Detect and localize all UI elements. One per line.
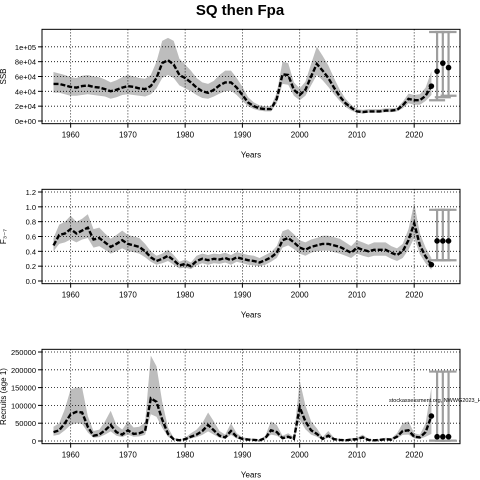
x-tick-label: 2010 — [348, 131, 366, 140]
panel-ssb: 1960 1970 1980 1990 2000 2010 2020 0e+00 2e+04 4e… — [0, 28, 461, 160]
y-tick-label: 0 — [32, 437, 36, 446]
x-tick-label: 1970 — [119, 451, 137, 460]
x-tick-label: 2020 — [405, 451, 423, 460]
y-tick-label: 6e+04 — [15, 73, 36, 82]
chart-title: SQ then Fpa — [195, 2, 285, 19]
y-axis-label: Recruits (age 1) — [0, 368, 8, 425]
forecast-point — [434, 238, 440, 244]
x-tick-label: 2010 — [348, 451, 366, 460]
y-tick-label: 2e+04 — [15, 102, 36, 111]
forecast-point — [445, 238, 452, 244]
x-tick-label: 1960 — [62, 451, 80, 460]
y-tick-label: 1.0 — [26, 203, 36, 212]
y-tick-label: 0.8 — [26, 218, 36, 227]
x-axis-label: Years — [241, 151, 261, 160]
y-axis-label: SSB — [0, 68, 8, 84]
y-tick-label: 0.4 — [26, 247, 36, 256]
estimate-last-point — [428, 413, 435, 419]
x-tick-label: 1990 — [234, 451, 252, 460]
x-tick-label: 1960 — [62, 131, 80, 140]
y-tick-label: 150000 — [11, 384, 36, 393]
y-tick-label: 8e+04 — [15, 58, 36, 67]
y-tick-label: 0.2 — [26, 262, 36, 271]
forecast-point — [445, 433, 452, 440]
x-tick-label: 1970 — [119, 131, 137, 140]
estimate-line — [53, 58, 433, 114]
forecast-point — [440, 238, 446, 244]
forecast-point — [434, 68, 440, 75]
y-tick-label: 4e+04 — [15, 87, 36, 96]
x-tick-label: 1980 — [176, 451, 194, 460]
x-axis-label: Years — [241, 471, 261, 480]
estimate-line — [52, 218, 433, 268]
y-tick-label: 1.2 — [26, 188, 36, 197]
x-tick-label: 2000 — [291, 291, 309, 300]
y-tick-label: 250000 — [11, 348, 36, 357]
plot-frame — [41, 348, 461, 445]
confidence-band — [53, 37, 432, 114]
x-tick-label: 1980 — [176, 291, 194, 300]
y-tick-label: 0e+00 — [15, 117, 36, 126]
y-tick-label: 100000 — [11, 401, 36, 410]
x-tick-label: 2000 — [291, 131, 309, 140]
x-tick-label: 1990 — [234, 291, 252, 300]
x-tick-label: 2010 — [348, 291, 366, 300]
x-tick-label: 1990 — [234, 131, 252, 140]
estimate-last-point — [428, 261, 435, 268]
x-axis-label: Years — [241, 311, 261, 320]
forecast-point — [440, 60, 446, 66]
watermark: stockassessment.org, NWWG2023_Ha — [389, 398, 480, 404]
x-tick-label: 1960 — [62, 291, 80, 300]
x-tick-label: 1970 — [119, 291, 137, 300]
forecast-point — [434, 433, 440, 440]
estimate-last-point — [428, 83, 435, 89]
x-tick-label: 2020 — [405, 291, 423, 300]
estimate-line — [53, 396, 433, 442]
y-tick-label: 0.6 — [26, 233, 36, 242]
x-tick-label: 2000 — [291, 451, 309, 460]
y-tick-label: 200000 — [11, 366, 36, 375]
y-tick-label: 50000 — [15, 419, 36, 428]
panel-recruits: 1960 1970 1980 1990 2000 2010 2020 0 50000 100000… — [0, 348, 480, 480]
x-tick-label: 2020 — [405, 131, 423, 140]
panel-fbar: 1960 1970 1980 1990 2000 2010 2020 0.0 0.2 0.4 0.6… — [0, 188, 461, 320]
y-tick-label: 0.0 — [26, 277, 36, 286]
y-tick-label: 1e+05 — [15, 43, 36, 52]
forecast-point — [440, 433, 446, 440]
forecast-point — [445, 64, 452, 71]
y-axis-label: F₃₋₇ — [0, 229, 8, 244]
x-tick-label: 1980 — [176, 131, 194, 140]
